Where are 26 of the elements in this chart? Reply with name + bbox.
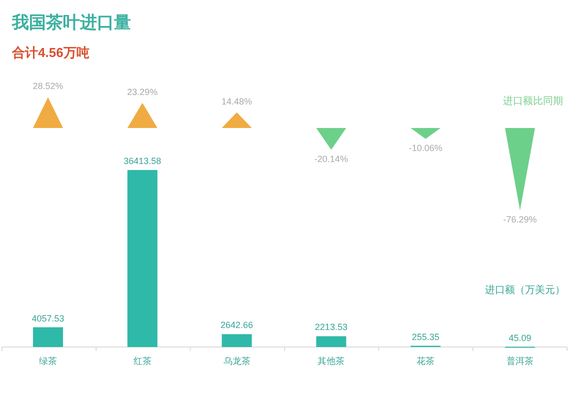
data-label: 255.35	[412, 332, 440, 342]
x-tick-label: 乌龙茶	[223, 356, 250, 366]
bar	[127, 170, 158, 347]
data-label: -76.29%	[503, 214, 537, 224]
data-label: 23.29%	[127, 86, 158, 97]
x-tick-label: 其他茶	[318, 356, 345, 366]
bar	[316, 336, 346, 347]
text: 我国茶叶进口量	[11, 13, 131, 32]
bar	[222, 334, 252, 347]
data-label: -20.14%	[314, 154, 348, 164]
legend-label: 进口额比同期	[503, 95, 563, 107]
bar	[33, 327, 63, 347]
text: 进口额（万美元）	[485, 284, 565, 296]
data-label: 14.48%	[222, 96, 252, 106]
x-tick-label: 红茶	[133, 356, 152, 366]
data-label: 2642.66	[220, 320, 254, 330]
x-tick-label: 绿茶	[39, 356, 57, 366]
x-tick-label: 花茶	[416, 356, 435, 366]
data-label: 2213.53	[314, 322, 348, 332]
data-label: 28.52%	[32, 81, 64, 92]
data-label: -10.06%	[408, 142, 442, 153]
data-label: 4057.53	[32, 313, 64, 324]
x-tick-label: 普洱茶	[506, 356, 534, 366]
text: 合计4.56万吨	[11, 45, 90, 60]
data-label: 45.09	[508, 332, 532, 343]
data-label: 36413.58	[124, 156, 162, 166]
